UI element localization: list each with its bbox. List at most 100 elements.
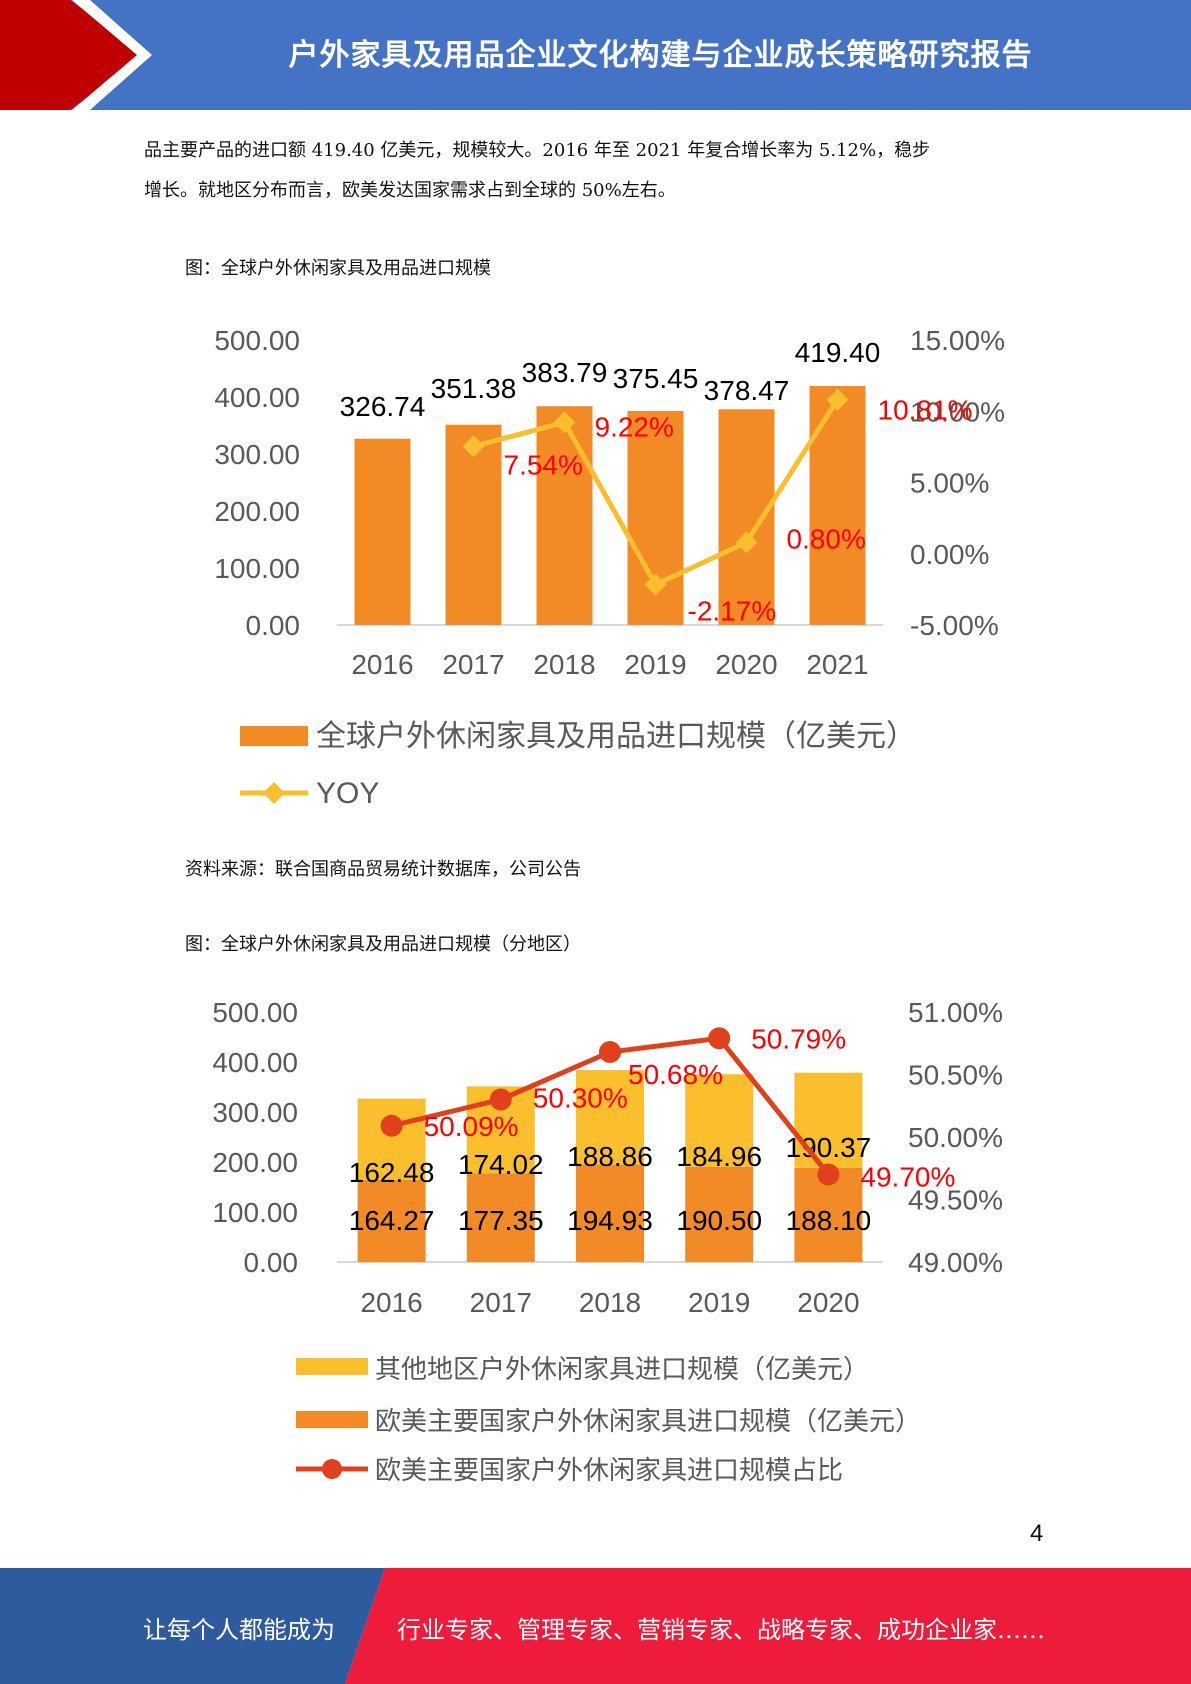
yoy-point (735, 531, 758, 554)
bar (536, 406, 593, 625)
x-tick-label: 2017 (470, 1287, 532, 1318)
yoy-point (553, 411, 576, 434)
footer-slogan-right: 行业专家、管理专家、营销专家、战略专家、成功企业家…… (397, 1616, 1045, 1644)
y-left-tick-label: 300.00 (212, 1097, 298, 1128)
bar-value-label-upper: 188.86 (567, 1141, 653, 1172)
yoy-value-label: 9.22% (595, 411, 674, 442)
bar-value-label-lower: 177.35 (458, 1205, 544, 1236)
y-right-tick-label: -5.00% (910, 610, 999, 641)
bar (354, 438, 411, 625)
y-left-tick-label: 100.00 (212, 1197, 298, 1228)
bar-value-label-upper: 174.02 (458, 1149, 544, 1180)
bar-other-regions (576, 1070, 644, 1165)
yoy-value-label: -2.17% (688, 596, 777, 627)
bar-value-label: 378.47 (704, 375, 790, 406)
share-value-label: 50.68% (628, 1059, 723, 1090)
share-value-label: 50.30% (533, 1083, 628, 1114)
x-tick-label: 2019 (624, 649, 686, 680)
y-right-tick-label: 0.00% (910, 539, 989, 570)
x-tick-label: 2018 (579, 1287, 641, 1318)
report-header: 户外家具及用品企业文化构建与企业成长策略研究报告 (0, 0, 1191, 110)
bar (445, 424, 502, 625)
y-right-tick-label: 49.50% (908, 1185, 1003, 1216)
y-left-tick-label: 0.00 (244, 1247, 299, 1278)
report-title: 户外家具及用品企业文化构建与企业成长策略研究报告 (288, 38, 1033, 73)
page-number: 4 (1030, 1520, 1044, 1547)
y-left-tick-label: 200.00 (214, 496, 300, 527)
y-right-tick-label: 15.00% (910, 325, 1005, 356)
x-tick-label: 2020 (797, 1287, 859, 1318)
bar-europe-america (576, 1164, 644, 1262)
yoy-point (826, 388, 849, 411)
legend-swatch-europe (296, 1411, 368, 1428)
yoy-point (644, 573, 667, 596)
bar-other-regions (357, 1098, 426, 1180)
x-tick-label: 2017 (442, 649, 504, 680)
y-right-tick-label: 10.00% (910, 396, 1005, 427)
y-right-tick-label: 5.00% (910, 468, 989, 499)
bar-value-label-lower: 188.10 (786, 1205, 872, 1236)
bar-europe-america (357, 1179, 426, 1262)
yoy-value-label: 10.81% (878, 395, 973, 426)
footer-background (0, 1568, 1191, 1684)
figure1-caption: 图：全球户外休闲家具及用品进口规模 (185, 258, 491, 279)
share-point (489, 1088, 512, 1111)
x-tick-label: 2016 (360, 1287, 422, 1318)
bar-value-label-lower: 164.27 (349, 1205, 435, 1236)
bar-value-label-lower: 190.50 (676, 1205, 762, 1236)
y-left-tick-label: 300.00 (214, 439, 300, 470)
bar-value-label-upper: 184.96 (676, 1141, 762, 1172)
bar-value-label: 351.38 (431, 373, 517, 404)
y-left-tick-label: 0.00 (246, 610, 301, 641)
yoy-value-label: 0.80% (787, 523, 866, 554)
legend-label: YOY (316, 777, 379, 810)
x-tick-label: 2018 (533, 649, 595, 680)
bar-value-label-upper: 162.48 (349, 1157, 435, 1188)
y-left-tick-label: 200.00 (212, 1147, 298, 1178)
legend-swatch-bar (240, 726, 308, 746)
legend-label: 欧美主要国家户外休闲家具进口规模占比 (375, 1455, 843, 1485)
x-tick-label: 2019 (688, 1287, 750, 1318)
share-value-label: 49.70% (860, 1162, 955, 1193)
report-footer: 让每个人都能成为 行业专家、管理专家、营销专家、战略专家、成功企业家…… (0, 1568, 1191, 1684)
y-left-tick-label: 400.00 (212, 1047, 298, 1078)
figure2-caption: 图：全球户外休闲家具及用品进口规模（分地区） (185, 934, 581, 955)
legend-swatch-marker (322, 1459, 342, 1479)
share-point (817, 1163, 840, 1186)
body-line-2: 增长。就地区分布而言，欧美发达国家需求占到全球的 50%左右。 (144, 180, 676, 201)
yoy-value-label: 7.54% (504, 449, 583, 480)
bar-value-label-lower: 194.93 (567, 1205, 653, 1236)
figure1-source: 资料来源：联合国商品贸易统计数据库，公司公告 (185, 859, 581, 880)
y-right-tick-label: 49.00% (908, 1247, 1003, 1278)
y-right-tick-label: 50.50% (908, 1060, 1003, 1091)
legend-label: 欧美主要国家户外休闲家具进口规模（亿美元） (375, 1406, 921, 1436)
x-tick-label: 2020 (715, 649, 777, 680)
body-line-1: 品主要产品的进口额 419.40 亿美元，规模较大。2016 年至 2021 年… (144, 140, 931, 161)
bar-value-label: 383.79 (522, 357, 608, 388)
legend-label: 其他地区户外休闲家具进口规模（亿美元） (375, 1354, 869, 1384)
header-decoration (0, 0, 152, 110)
bar-value-label: 375.45 (613, 363, 699, 394)
x-tick-label: 2016 (351, 649, 413, 680)
x-tick-label: 2021 (806, 649, 868, 680)
share-point (380, 1114, 403, 1137)
bar-other-regions (685, 1074, 754, 1167)
legend-swatch-marker (263, 782, 285, 804)
yoy-point (462, 435, 485, 458)
bar-value-label: 326.74 (340, 391, 426, 422)
share-point (599, 1041, 621, 1063)
y-left-tick-label: 100.00 (214, 553, 300, 584)
y-left-tick-label: 500.00 (214, 325, 300, 356)
chart-regional-import: 0.00 100.00 200.00 300.00 400.00 500.00 49.00%… (212, 997, 1003, 1485)
chart-global-import: 0.00 100.00 200.00 300.00 400.00 500.00 -5.00%… (214, 325, 1005, 810)
share-value-label: 50.79% (751, 1023, 846, 1054)
bar-europe-america (685, 1166, 754, 1262)
footer-slogan-left: 让每个人都能成为 (143, 1616, 335, 1644)
share-value-label: 50.09% (424, 1111, 519, 1142)
legend-label: 全球户外休闲家具及用品进口规模（亿美元） (316, 720, 916, 753)
legend-swatch-other (296, 1358, 368, 1375)
y-right-tick-label: 50.00% (908, 1122, 1003, 1153)
y-right-tick-label: 51.00% (908, 997, 1003, 1028)
y-left-tick-label: 500.00 (212, 997, 298, 1028)
share-point (708, 1027, 731, 1050)
